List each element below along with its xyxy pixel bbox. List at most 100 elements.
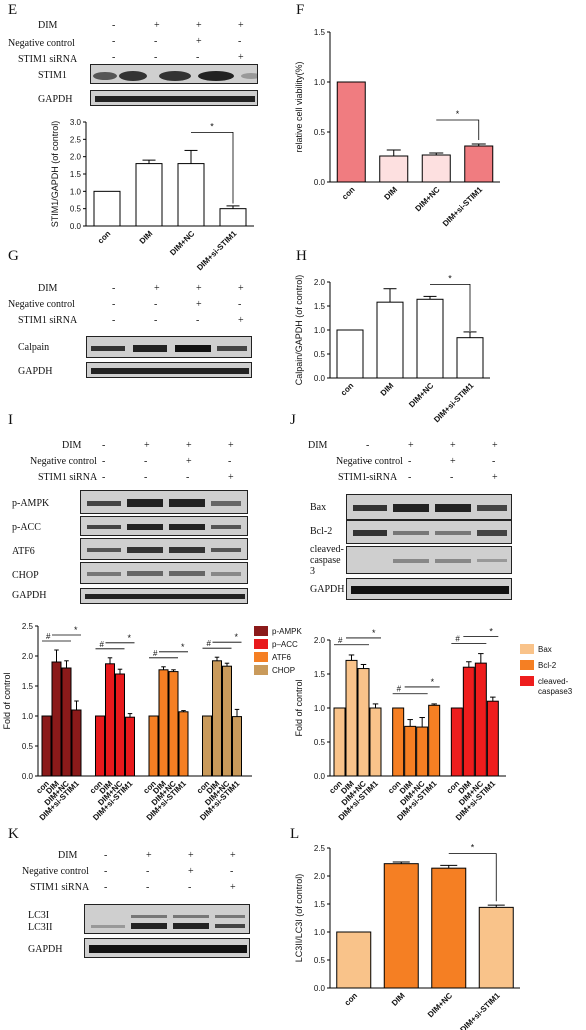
blot-gapdh bbox=[80, 588, 248, 604]
blot-atf6 bbox=[80, 538, 248, 560]
row-label-dim: DIM bbox=[62, 440, 82, 451]
y-tick-label: 0.0 bbox=[22, 772, 34, 781]
legend-swatch bbox=[254, 652, 268, 662]
panel-letter-i: I bbox=[8, 412, 13, 428]
sign-plus: + bbox=[230, 850, 236, 861]
bar-CHOP-DIM bbox=[212, 660, 222, 777]
y-tick-label: 0.0 bbox=[314, 772, 326, 781]
row-label-stim1-sirna: STIM1 siRNA bbox=[18, 315, 78, 326]
y-tick-label: 1.0 bbox=[314, 326, 326, 335]
row-label-negative-control: Negative control bbox=[8, 38, 75, 49]
blot-p-acc bbox=[80, 516, 248, 536]
category-label: DIM+si-STIM1 bbox=[195, 229, 239, 273]
significance-mark: * bbox=[431, 677, 435, 687]
sign-minus: - bbox=[188, 882, 192, 893]
legend-label: ATF6 bbox=[272, 653, 292, 662]
sign-plus: + bbox=[196, 20, 202, 31]
y-tick-label: 0.5 bbox=[70, 205, 82, 214]
category-label: DIM+NC bbox=[426, 991, 454, 1019]
category-label: DIM bbox=[390, 991, 407, 1008]
sign-plus: + bbox=[188, 866, 194, 877]
bar-con bbox=[336, 329, 364, 379]
sign-minus: - bbox=[238, 299, 242, 310]
row-label-stim1-sirna: STIM1 siRNA bbox=[30, 882, 90, 893]
y-tick-label: 0.5 bbox=[314, 128, 326, 137]
blot-lc3 bbox=[84, 904, 250, 934]
legend-label: Bax bbox=[538, 645, 552, 654]
y-tick-label: 0.5 bbox=[22, 742, 34, 751]
bar-cleaved-caspase3-DIM+NC bbox=[474, 662, 487, 777]
legend-label: p–ACC bbox=[272, 640, 298, 649]
sign-plus: + bbox=[196, 36, 202, 47]
bar-p-AMPK-con bbox=[41, 715, 52, 777]
bar-DIM+NC bbox=[421, 154, 451, 183]
sign-plus: + bbox=[228, 440, 234, 451]
bar-Bcl-2-DIM+NC bbox=[416, 726, 429, 777]
category-label: DIM+NC bbox=[407, 381, 435, 409]
bar-DIM+NC bbox=[416, 298, 444, 379]
blot-gapdh bbox=[84, 938, 250, 958]
sign-minus: - bbox=[112, 36, 116, 47]
sign-plus: + bbox=[238, 315, 244, 326]
y-tick-label: 1.5 bbox=[314, 302, 326, 311]
legend-swatch bbox=[520, 644, 534, 654]
sign-plus: + bbox=[238, 20, 244, 31]
bar-con bbox=[336, 931, 372, 989]
y-tick-label: 0.5 bbox=[314, 956, 326, 965]
row-label-stim1-sirna: STIM1 siRNA bbox=[18, 54, 78, 65]
significance-mark: * bbox=[128, 633, 132, 643]
blot-bcl-2 bbox=[346, 520, 512, 544]
y-tick-label: 2.0 bbox=[314, 278, 326, 287]
legend-label: Bcl-2 bbox=[538, 661, 557, 670]
blot-gapdh bbox=[86, 362, 252, 378]
bar-ATF6-DIM+si-STIM1 bbox=[178, 711, 189, 777]
y-tick-label: 2.5 bbox=[22, 622, 34, 631]
y-tick-label: 1.0 bbox=[314, 78, 326, 87]
category-label: DIM bbox=[379, 381, 396, 398]
bar-cleaved-caspase3-con bbox=[450, 707, 463, 777]
bar-DIM+si-STIM1 bbox=[464, 145, 494, 183]
significance-mark: * bbox=[456, 109, 460, 119]
row-label-dim: DIM bbox=[58, 850, 78, 861]
significance-bracket bbox=[448, 853, 497, 902]
panel-letter-g: G bbox=[8, 248, 19, 264]
blot-cleaved-caspase-3 bbox=[346, 546, 512, 574]
sign-minus: - bbox=[366, 440, 370, 451]
blot-p-ampk bbox=[80, 490, 248, 514]
band-label-gapdh: GAPDH bbox=[18, 366, 53, 377]
band-label-calpain: Calpain bbox=[18, 342, 50, 353]
bar-cleaved-caspase3-DIM bbox=[462, 666, 475, 777]
row-label-stim1-sirna: STIM1 siRNA bbox=[338, 472, 398, 483]
sign-minus: - bbox=[112, 315, 116, 326]
sign-minus: - bbox=[144, 472, 148, 483]
bar-DIM+si-STIM1 bbox=[219, 208, 247, 227]
row-label-negative-control: Negative control bbox=[336, 456, 403, 467]
sign-plus: + bbox=[186, 456, 192, 467]
significance-mark: * bbox=[448, 273, 452, 283]
significance-mark: * bbox=[210, 121, 214, 131]
y-axis-label: Fold of control bbox=[2, 672, 12, 729]
sign-minus: - bbox=[104, 882, 108, 893]
significance-bracket bbox=[430, 283, 471, 331]
panel-letter-e: E bbox=[8, 2, 18, 18]
y-tick-label: 2.0 bbox=[70, 153, 82, 162]
bar-CHOP-con bbox=[202, 715, 212, 777]
bar-ATF6-DIM+NC bbox=[168, 671, 179, 777]
category-label: con bbox=[339, 381, 356, 398]
y-axis-label: STIM1/GAPDH (of control) bbox=[50, 121, 60, 228]
sign-plus: + bbox=[188, 850, 194, 861]
bar-Bcl-2-DIM+si-STIM1 bbox=[428, 704, 441, 777]
sign-minus: - bbox=[112, 299, 116, 310]
bar-ATF6-con bbox=[148, 715, 159, 777]
significance-mark: * bbox=[235, 632, 239, 642]
significance-mark: # bbox=[338, 636, 343, 645]
y-axis-label: Fold of control bbox=[294, 679, 304, 736]
category-label: con bbox=[343, 991, 360, 1008]
significance-bracket bbox=[191, 131, 234, 204]
bar-Bax-DIM+si-STIM1 bbox=[369, 707, 382, 777]
y-tick-label: 1.5 bbox=[70, 170, 82, 179]
y-tick-label: 1.0 bbox=[70, 187, 82, 196]
sign-plus: + bbox=[154, 20, 160, 31]
band-label-bax: Bax bbox=[310, 502, 327, 513]
